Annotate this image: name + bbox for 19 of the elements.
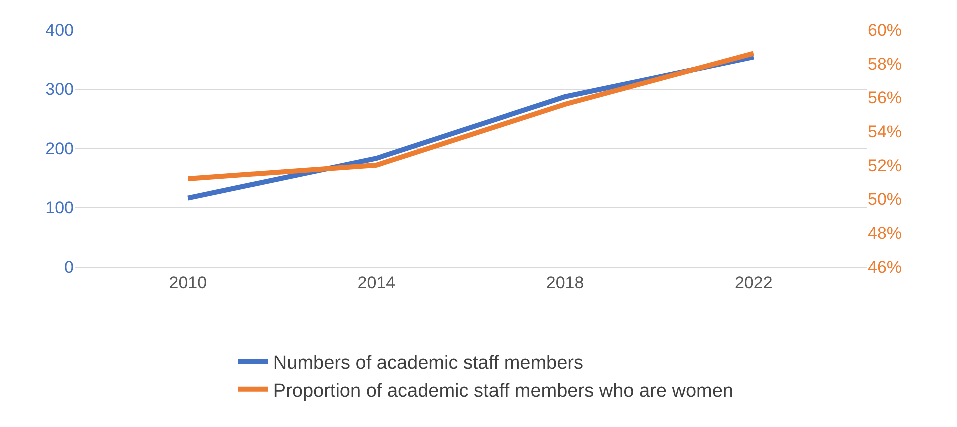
y2-tick-label: 50% [868,190,902,210]
legend-label: Numbers of academic staff members [273,353,584,374]
x-tick-label: 2018 [546,273,584,292]
y2-tick-label: 56% [868,88,902,108]
x-tick-label: 2014 [358,273,396,292]
y2-tick-label: 48% [868,224,902,244]
y2-tick-label: 46% [868,258,902,277]
x-tick-label: 2022 [734,273,773,292]
y2-tick-label: 60% [868,20,902,40]
y-tick-label: 200 [46,139,74,158]
x-tick-label: 2010 [169,273,208,292]
y-tick-label: 100 [46,198,74,218]
y2-tick-label: 58% [868,54,902,74]
y2-tick-label: 52% [868,156,902,176]
y-tick-label: 300 [46,80,74,100]
y-tick-label: 0 [64,258,74,277]
y-tick-label: 400 [46,20,74,40]
legend-label: Proportion of academic staff members who are women [273,380,734,402]
y2-tick-label: 54% [868,122,902,142]
